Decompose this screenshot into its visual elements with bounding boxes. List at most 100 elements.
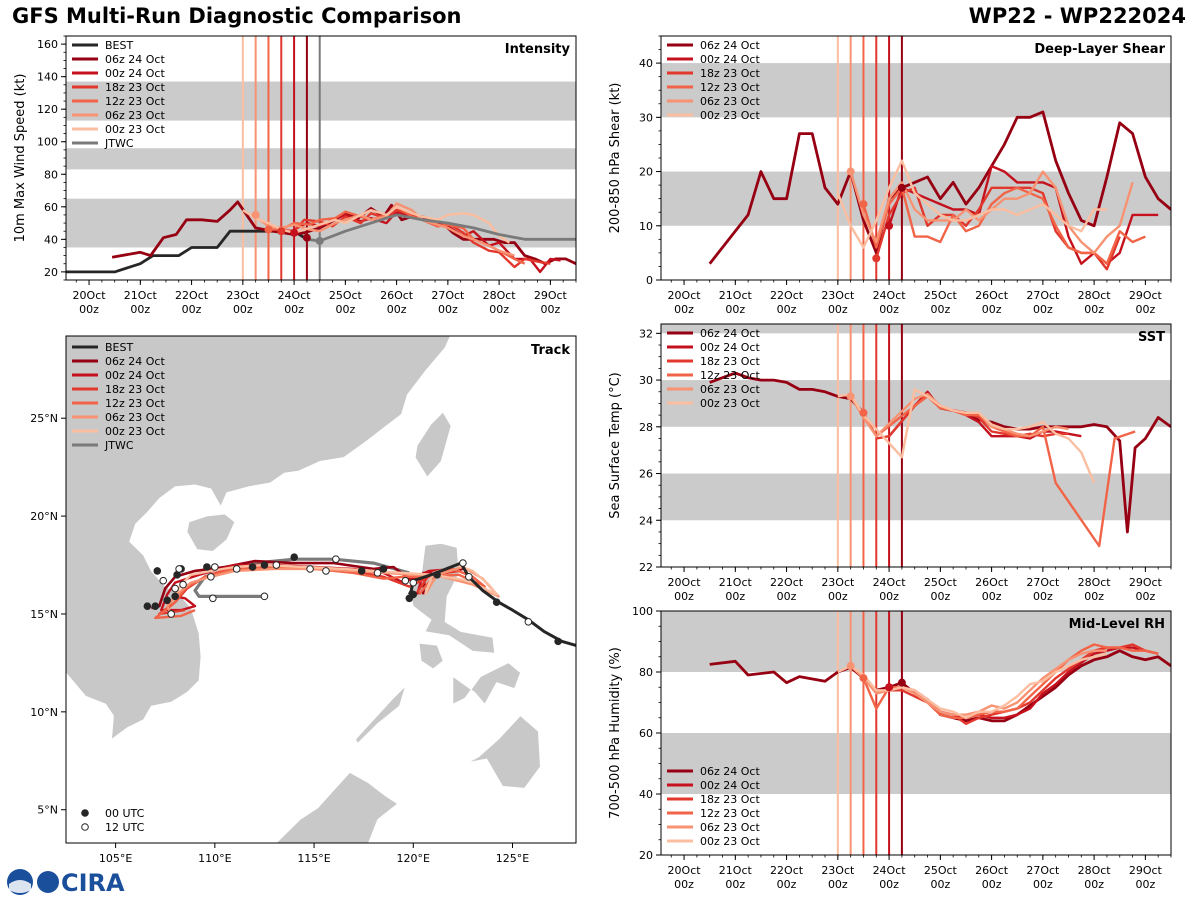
intensity-series-5: [254, 202, 515, 257]
rh-xtick-label-hour: 00z: [982, 878, 1002, 891]
storm-id-title: WP22 - WP222024: [968, 4, 1186, 28]
rh-ytick-label: 100: [632, 605, 653, 618]
sst-xtick-label-day: 23Oct: [821, 576, 855, 589]
track-point-00utc: [248, 563, 257, 571]
intensity-band-1: [66, 148, 576, 170]
sst-band-2: [661, 324, 1171, 334]
track-point-12utc: [207, 572, 215, 581]
intensity-xtick-label-day: 22Oct: [175, 289, 209, 302]
track-point-12utc: [179, 580, 187, 589]
sst-ytick-label: 26: [639, 468, 653, 481]
intensity-ylabel: 10m Max Wind Speed (kt): [13, 74, 28, 243]
intensity-xtick-label-hour: 00z: [335, 303, 355, 316]
intensity-panel: 20Oct00z21Oct00z22Oct00z23Oct00z24Oct00z…: [13, 35, 577, 316]
rh-xtick-label-hour: 00z: [1135, 878, 1155, 891]
rh-xtick-label-hour: 00z: [725, 878, 745, 891]
sst-xtick-label-hour: 00z: [777, 590, 797, 603]
sst-panel: 20Oct00z21Oct00z22Oct00z23Oct00z24Oct00z…: [608, 323, 1172, 603]
intensity-init-marker-0: [251, 210, 260, 219]
intensity-xtick-label-day: 20Oct: [73, 289, 107, 302]
logo-text: CIRA: [61, 869, 125, 897]
rh-xtick-label-day: 26Oct: [975, 864, 1009, 877]
rh-legend-label: 18z 23 Oct: [700, 793, 760, 806]
intensity-init-marker-4: [302, 233, 311, 242]
track-point-12utc: [167, 610, 175, 618]
hainan-island: [186, 513, 236, 552]
track-legend-label: 06z 23 Oct: [105, 411, 165, 424]
intensity-ytick-label: 120: [37, 103, 58, 116]
shear-xtick-label-day: 21Oct: [719, 289, 753, 302]
rh-xtick-label-day: 28Oct: [1078, 864, 1112, 877]
sst-series-6: [837, 388, 1096, 484]
intensity-ytick-label: 40: [44, 233, 58, 246]
track-point-00utc: [171, 592, 179, 601]
intensity-legend-label: 00z 23 Oct: [105, 123, 165, 136]
track-legend-label: 00z 24 Oct: [105, 369, 165, 382]
figure-title: GFS Multi-Run Diagnostic Comparison: [12, 4, 462, 28]
shear-xtick-label-day: 27Oct: [1026, 289, 1060, 302]
track-legend-label: JTWC: [104, 439, 134, 452]
track-legend-label: 12z 23 Oct: [105, 397, 165, 410]
intensity-legend-label: BEST: [105, 39, 133, 52]
track-point-12utc: [524, 617, 533, 626]
rh-band-0: [661, 733, 1171, 794]
track-point-12utc: [232, 565, 241, 573]
sst-xtick-label-day: 24Oct: [873, 576, 907, 589]
track-point-12utc: [401, 576, 410, 585]
rh-xtick-label-day: 23Oct: [821, 864, 855, 877]
intensity-series-7: [306, 213, 576, 243]
deep-layer-shear-panel: 20Oct00z21Oct00z22Oct00z23Oct00z24Oct00z…: [608, 35, 1172, 316]
track-point-00utc: [153, 567, 162, 575]
intensity-xtick-label-hour: 00z: [182, 303, 202, 316]
sst-title: SST: [1138, 330, 1165, 345]
rh-title: Mid-Level RH: [1069, 617, 1165, 632]
track-map-panel: 105°E 110°E 115°E 120°E 125°E 5°N 10°N 15°N 20°N…: [30, 335, 577, 865]
rh-plot-area: [709, 611, 1171, 855]
rh-ytick-label: 80: [639, 666, 653, 679]
shear-series-5: [836, 159, 1107, 249]
shear-legend-label: 18z 23 Oct: [700, 67, 760, 80]
track-xtick-label: 105°E: [99, 852, 132, 865]
intensity-xtick-label-hour: 00z: [79, 303, 99, 316]
shear-series-3: [862, 186, 1146, 265]
intensity-legend-label: 18z 23 Oct: [105, 81, 165, 94]
shear-xtick-label-hour: 00z: [777, 303, 797, 316]
rh-xtick-label-hour: 00z: [1084, 878, 1104, 891]
track-point-12utc: [322, 567, 330, 575]
shear-xtick-label-hour: 00z: [982, 303, 1002, 316]
rh-ytick-label: 60: [639, 727, 653, 740]
shear-init-marker-2: [872, 254, 881, 263]
shear-ytick-label: 0: [646, 274, 653, 287]
rh-ytick-label: 20: [639, 849, 653, 862]
rh-ytick-label: 40: [639, 788, 653, 801]
rh-init-marker-3: [897, 678, 906, 687]
shear-xtick-label-hour: 00z: [828, 303, 848, 316]
track-point-00utc: [357, 567, 366, 575]
shear-band-1: [661, 63, 1171, 118]
track-point-12utc: [260, 592, 269, 601]
sst-ylabel: Sea Surface Temp (°C): [608, 372, 623, 519]
track-marker-legend-label: 12 UTC: [105, 821, 145, 834]
track-ytick-label: 15°N: [30, 608, 58, 621]
shear-legend-label: 06z 24 Oct: [700, 39, 760, 52]
track-point-12utc: [272, 561, 281, 569]
track-point-12utc: [175, 565, 183, 573]
shear-band-0: [661, 171, 1171, 226]
sst-legend-label: 12z 23 Oct: [700, 369, 760, 382]
track-point-00utc: [554, 637, 562, 646]
rh-xtick-label-hour: 00z: [674, 878, 694, 891]
shear-ylabel: 200-850 hPa Shear (kt): [608, 83, 623, 234]
intensity-init-marker-1: [264, 225, 273, 234]
intensity-xtick-label-day: 27Oct: [431, 289, 465, 302]
shear-xtick-label-day: 25Oct: [924, 289, 958, 302]
shear-xtick-label-hour: 00z: [1084, 303, 1104, 316]
sst-legend-label: 18z 23 Oct: [700, 355, 760, 368]
taiwan-island: [414, 411, 452, 478]
track-point-12utc: [332, 555, 340, 563]
rh-legend-label: 00z 23 Oct: [700, 835, 760, 848]
borneo-island: [275, 772, 398, 843]
rh-init-marker-0: [846, 661, 855, 670]
track-xtick-label: 115°E: [297, 852, 330, 865]
intensity-legend-label: 06z 23 Oct: [105, 109, 165, 122]
shear-xtick-label-hour: 00z: [674, 303, 694, 316]
